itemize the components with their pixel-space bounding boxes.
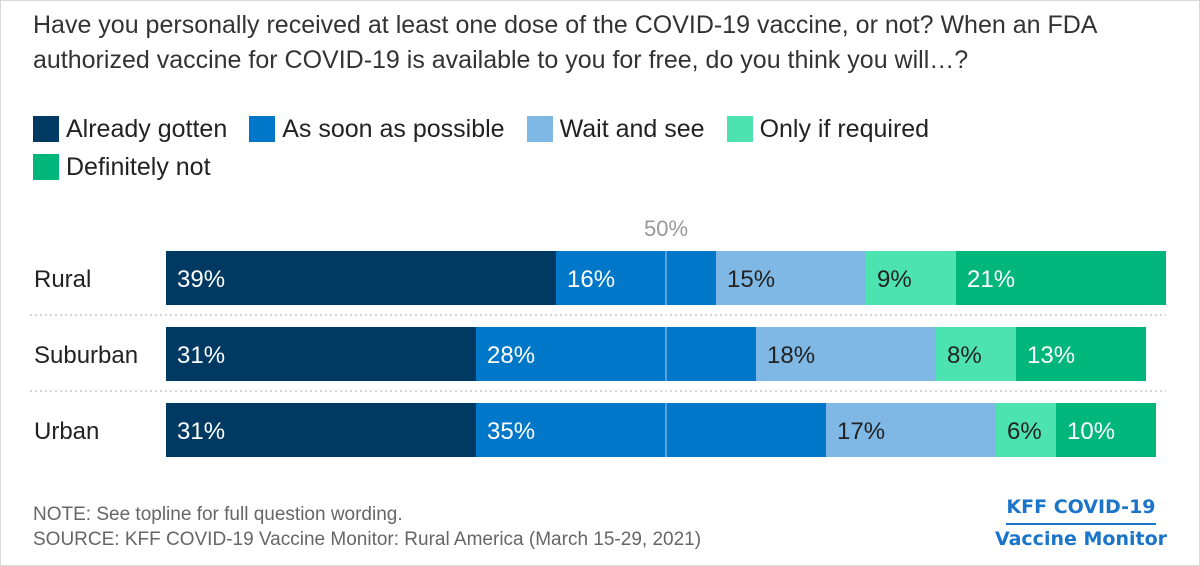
data-label: 6% [1007, 418, 1042, 445]
bar-segment [956, 251, 1166, 305]
kff-logo: KFF COVID-19 Vaccine Monitor [995, 493, 1167, 554]
legend-swatch [249, 116, 276, 142]
legend-swatch [33, 116, 59, 142]
legend-item: Definitely not [33, 151, 211, 183]
data-label: 8% [947, 342, 982, 369]
data-label: 28% [487, 342, 535, 369]
footnotes: NOTE: See topline for full question word… [33, 502, 701, 552]
legend-label: Wait and see [559, 114, 705, 143]
legend-item: Already gotten [33, 113, 227, 145]
chart-title: Have you personally received at least on… [33, 11, 1097, 74]
legend-label: Already gotten [66, 114, 228, 143]
category-label: Urban [34, 418, 99, 445]
bar-segment [996, 403, 1056, 457]
bar-segment [476, 327, 756, 381]
category-label: Rural [34, 266, 91, 293]
data-label: 17% [837, 418, 885, 445]
data-label: 18% [767, 342, 815, 369]
bar-segment [1056, 403, 1156, 457]
legend-item: Wait and see [526, 113, 705, 145]
bar-segment [826, 403, 996, 457]
bar-segment [936, 327, 1016, 381]
data-label: 31% [177, 342, 225, 369]
bar-segment [866, 251, 956, 305]
data-label: 31% [177, 418, 225, 445]
data-label: 16% [567, 266, 615, 293]
bar-segment [476, 403, 826, 457]
legend-item: As soon as possible [249, 113, 505, 145]
category-label: Suburban [34, 342, 138, 369]
bar-segment [166, 251, 556, 305]
bar-segment [756, 327, 936, 381]
legend-label: Only if required [759, 114, 930, 143]
data-label: 39% [177, 266, 225, 293]
logo-line-2: Vaccine Monitor [994, 528, 1167, 550]
legend-swatch [33, 154, 59, 180]
data-label: 9% [877, 266, 912, 293]
data-label: 10% [1067, 418, 1115, 445]
bar-segment [166, 327, 476, 381]
source-text: SOURCE: KFF COVID-19 Vaccine Monitor: Ru… [33, 529, 702, 550]
bar-segment [716, 251, 866, 305]
legend-item: Only if required [726, 113, 930, 145]
bar-segment [166, 403, 476, 457]
note-text: NOTE: See topline for full question word… [33, 504, 403, 525]
data-label: 13% [1027, 342, 1075, 369]
data-label: 15% [727, 266, 775, 293]
legend-label: Definitely not [66, 152, 211, 181]
legend-swatch [726, 116, 753, 142]
legend: Already gotten As soon as possible Wait an… [33, 113, 1133, 183]
data-label: 21% [967, 266, 1015, 293]
reference-line-label: 50% [644, 216, 688, 241]
data-label: 35% [487, 418, 535, 445]
legend-swatch [526, 116, 553, 142]
bar-segment [1016, 327, 1146, 381]
bar-segment [556, 251, 716, 305]
logo-line-1: KFF COVID-19 [1006, 493, 1156, 525]
stacked-bar-chart: Rural 39% 16% 15% 9% 21% Suburban 31% 28% 18% 8% 13… [30, 216, 1166, 460]
legend-label: As soon as possible [282, 114, 505, 143]
